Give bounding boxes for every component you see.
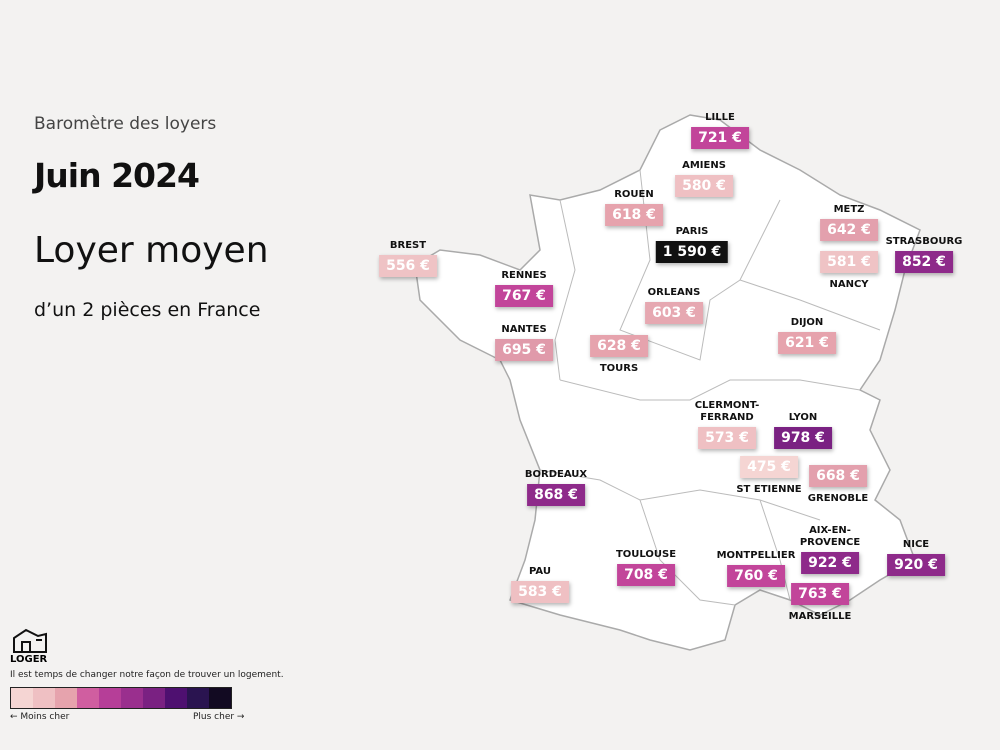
low-label: ← Moins cher [10, 712, 70, 722]
price-tag: 628 € [590, 335, 648, 357]
city-name: STRASBOURG [885, 236, 963, 247]
scale-swatch [11, 688, 33, 708]
price-tag: 581 € [820, 251, 878, 273]
city-name: NANTES [501, 324, 547, 335]
price-tag: 642 € [820, 219, 878, 241]
price-tag: 868 € [527, 484, 585, 506]
price-tag: 721 € [691, 127, 749, 149]
city-name: MONTPELLIER [716, 550, 796, 561]
city-name: NICE [902, 539, 930, 550]
scale-swatch [143, 688, 165, 708]
color-scale [10, 687, 232, 709]
price-tag: 922 € [801, 552, 859, 574]
price-tag: 603 € [645, 302, 703, 324]
city-name: LYON [788, 412, 818, 423]
date: Juin 2024 [34, 156, 200, 195]
scale-swatch [33, 688, 55, 708]
subtitle: d’un 2 pièces en France [34, 299, 261, 321]
city-name: TOULOUSE [615, 549, 677, 560]
france-outline [414, 114, 921, 651]
price-tag: 767 € [495, 285, 553, 307]
city-name: TOURS [599, 363, 639, 374]
price-tag: 920 € [887, 554, 945, 576]
scale-swatch [165, 688, 187, 708]
city-name: MARSEILLE [788, 611, 852, 622]
price-tag: 556 € [379, 255, 437, 277]
kicker: Baromètre des loyers [34, 114, 217, 134]
price-tag: 618 € [605, 204, 663, 226]
price-tag: 760 € [727, 565, 785, 587]
price-tag: 708 € [617, 564, 675, 586]
region-borders [539, 169, 881, 606]
scale-swatch [187, 688, 209, 708]
scale-swatch [209, 688, 231, 708]
scale-swatch [55, 688, 77, 708]
title: Loyer moyen [34, 230, 269, 271]
city-name: BORDEAUX [524, 469, 588, 480]
scale-swatch [121, 688, 143, 708]
logo-icon [13, 628, 47, 653]
city-name: CLERMONT-FERRAND [694, 400, 760, 423]
price-tag: 583 € [511, 581, 569, 603]
city-name: RENNES [501, 270, 547, 281]
city-name: ROUEN [614, 189, 654, 200]
price-tag: 763 € [791, 583, 849, 605]
price-tag: 573 € [698, 427, 756, 449]
price-tag: 852 € [895, 251, 953, 273]
city-name: ST ETIENNE [736, 484, 802, 495]
price-tag: 475 € [740, 456, 798, 478]
city-name: NANCY [829, 279, 869, 290]
price-tag: 695 € [495, 339, 553, 361]
logo: LOGER [10, 654, 48, 665]
price-tag: 580 € [675, 175, 733, 197]
city-name: LILLE [705, 112, 735, 123]
price-tag: 1 590 € [655, 241, 729, 263]
scale-swatch [77, 688, 99, 708]
city-name: AMIENS [682, 160, 726, 171]
city-name: DIJON [790, 317, 824, 328]
city-name: PARIS [675, 226, 709, 237]
city-name: GRENOBLE [807, 493, 869, 504]
city-name: BREST [389, 240, 427, 251]
city-name: PAU [529, 566, 551, 577]
high-label: Plus cher → [193, 712, 245, 722]
city-name: ORLEANS [647, 287, 701, 298]
tagline: Il est temps de changer notre façon de t… [10, 670, 284, 680]
city-name: AIX-EN-PROVENCE [799, 525, 861, 548]
price-tag: 621 € [778, 332, 836, 354]
city-name: METZ [833, 204, 865, 215]
scale-swatch [99, 688, 121, 708]
price-tag: 668 € [809, 465, 867, 487]
price-tag: 978 € [774, 427, 832, 449]
